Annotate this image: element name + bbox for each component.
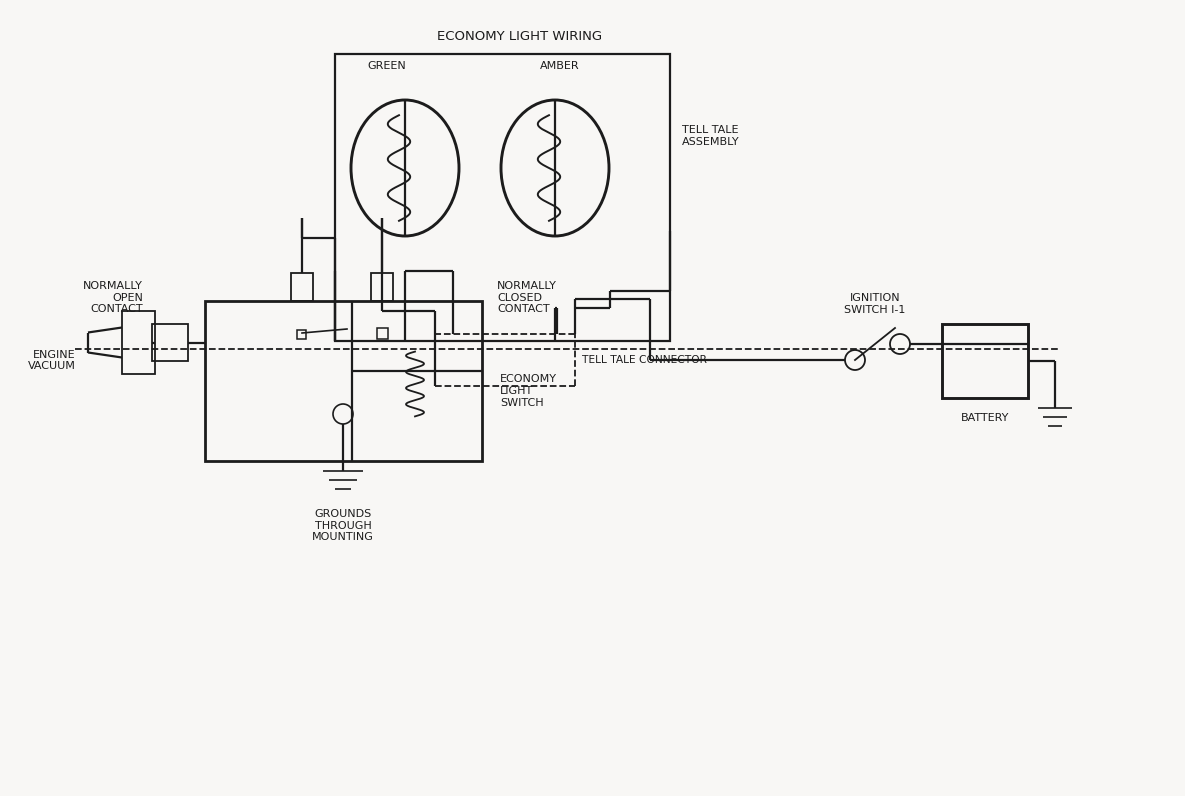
- Text: ECONOMY LIGHT WIRING: ECONOMY LIGHT WIRING: [437, 29, 602, 42]
- Bar: [942, 324, 1029, 398]
- Text: NORMALLY
OPEN
CONTACT: NORMALLY OPEN CONTACT: [83, 281, 143, 314]
- Bar: [152, 324, 188, 361]
- Text: ECONOMY
LIGHT
SWITCH: ECONOMY LIGHT SWITCH: [500, 374, 557, 408]
- Text: ENGINE
VACUUM: ENGINE VACUUM: [28, 349, 76, 371]
- Text: AMBER: AMBER: [540, 61, 579, 71]
- Text: GROUNDS
THROUGH
MOUNTING: GROUNDS THROUGH MOUNTING: [312, 509, 374, 542]
- Bar: [205, 301, 482, 461]
- Text: TELL TALE CONNECTOR: TELL TALE CONNECTOR: [582, 355, 707, 365]
- Text: IGNITION
SWITCH I-1: IGNITION SWITCH I-1: [844, 294, 905, 315]
- Bar: [297, 330, 306, 339]
- Bar: [377, 328, 387, 339]
- Text: GREEN: GREEN: [367, 61, 406, 71]
- Bar: [371, 273, 393, 301]
- Bar: [335, 54, 670, 341]
- Text: BATTERY: BATTERY: [961, 413, 1010, 423]
- Text: NORMALLY
CLOSED
CONTACT: NORMALLY CLOSED CONTACT: [497, 281, 557, 314]
- Bar: [292, 273, 313, 301]
- Text: TELL TALE
ASSEMBLY: TELL TALE ASSEMBLY: [683, 125, 739, 146]
- Bar: [122, 311, 155, 374]
